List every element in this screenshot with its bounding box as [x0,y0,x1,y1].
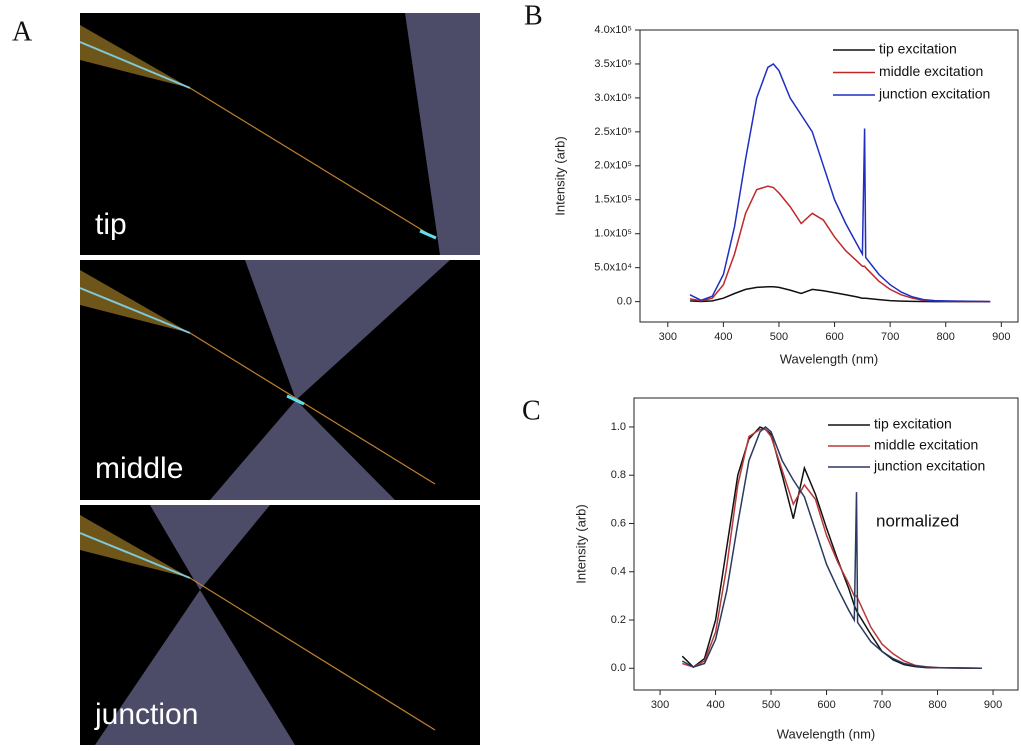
y-axis-title: Intensity (arb) [573,504,588,583]
y-tick-label: 3.0x10⁵ [594,92,632,104]
plot-frame [633,397,1019,691]
y-tick-label: 1.5x10⁵ [594,194,632,206]
x-tick-label: 400 [706,699,724,711]
legend-label: junction excitation [878,86,990,102]
series-line [689,185,991,303]
x-tick-label: 600 [825,331,843,343]
x-axis-title: Wavelength (nm) [780,351,879,366]
panel-label: C [522,395,541,426]
x-tick-label: 900 [992,331,1010,343]
x-tick-label: 300 [651,699,669,711]
y-axis-title: Intensity (arb) [552,136,567,215]
y-tick-label: 0.0 [617,296,632,308]
y-tick-label: 0.4 [611,566,626,578]
legend-label: junction excitation [873,458,985,474]
legend-label: middle excitation [874,437,978,453]
x-tick-label: 400 [714,331,732,343]
y-tick-label: 5.0x10⁴ [594,262,632,274]
series-line [689,63,991,303]
legend-label: middle excitation [879,63,983,79]
x-tick-label: 900 [984,699,1002,711]
plot-frame [639,29,1019,323]
image-middle: middle [79,260,480,500]
x-tick-label: 700 [873,699,891,711]
caption: junction [94,698,198,731]
y-tick-label: 1.0 [611,421,626,433]
chart: C 0.0 0.2 0.4 0.6 0.8 1.0 300 400 500 600 700 800 900… [522,395,1019,741]
legend-label: tip excitation [879,41,957,57]
y-tick-label: 3.5x10⁵ [594,58,632,70]
x-tick-label: 600 [817,699,835,711]
y-tick-label: 0.0 [611,662,626,674]
legend-label: tip excitation [874,416,952,432]
panel-label: B [524,0,543,31]
panel-label: A [12,16,33,47]
chart: B 0.0 5.0x10⁴ 1.0x10⁵ 1.5x10⁵ 2.0x10⁵ 2.5x10⁵ 3… [524,0,1019,366]
y-tick-label: 1.0x10⁵ [594,228,632,240]
y-tick-label: 0.6 [611,517,626,529]
x-tick-label: 700 [881,331,899,343]
caption: tip [95,208,127,241]
image-junction: junction [79,505,480,745]
x-tick-label: 500 [762,699,780,711]
caption: middle [95,452,183,485]
series-line [681,426,982,670]
series-line [682,428,982,670]
x-tick-label: 300 [659,331,677,343]
y-tick-label: 2.0x10⁵ [594,160,632,172]
x-tick-label: 800 [928,699,946,711]
x-axis-title: Wavelength (nm) [777,726,876,741]
y-tick-label: 0.8 [611,469,626,481]
series-line [689,285,991,303]
x-tick-label: 500 [770,331,788,343]
x-tick-label: 800 [937,331,955,343]
series-line [681,426,982,670]
image-tip: tip [79,13,480,255]
y-tick-label: 4.0x10⁵ [594,24,632,36]
y-tick-label: 0.2 [611,614,626,626]
annotation: normalized [876,511,959,530]
y-tick-label: 2.5x10⁵ [594,126,632,138]
